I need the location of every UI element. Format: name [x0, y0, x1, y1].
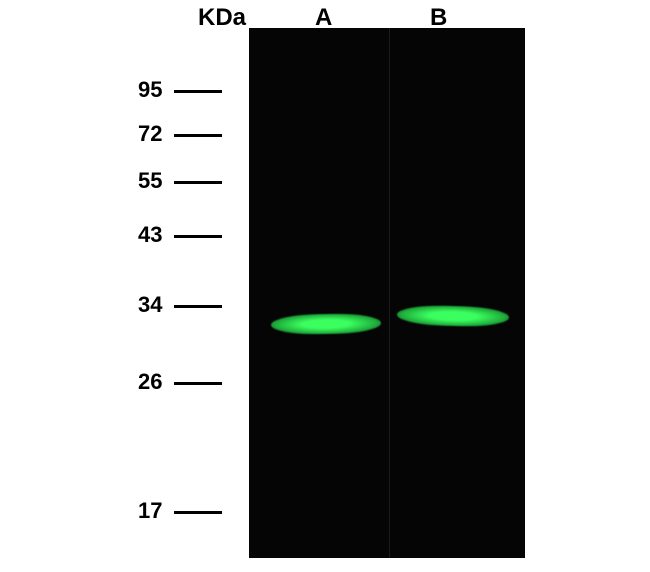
unit-label: KDa — [198, 4, 246, 32]
marker-tick-17 — [174, 511, 222, 514]
marker-label-34: 34 — [138, 292, 162, 318]
marker-label-17: 17 — [138, 498, 162, 524]
marker-label-26: 26 — [138, 369, 162, 395]
blot-membrane — [249, 28, 525, 558]
marker-tick-34 — [174, 305, 222, 308]
marker-label-95: 95 — [138, 77, 162, 103]
unit-label-text: KDa — [198, 4, 246, 31]
marker-label-72: 72 — [138, 121, 162, 147]
lane-divider — [389, 28, 390, 558]
band-lane-b — [397, 305, 509, 328]
marker-label-55: 55 — [138, 168, 162, 194]
western-blot-figure: KDa AB 95725543342617 — [0, 0, 650, 572]
band-lane-a — [271, 313, 381, 335]
marker-tick-72 — [174, 134, 222, 137]
marker-tick-43 — [174, 235, 222, 238]
marker-label-43: 43 — [138, 222, 162, 248]
marker-tick-95 — [174, 90, 222, 93]
marker-tick-55 — [174, 181, 222, 184]
marker-tick-26 — [174, 382, 222, 385]
